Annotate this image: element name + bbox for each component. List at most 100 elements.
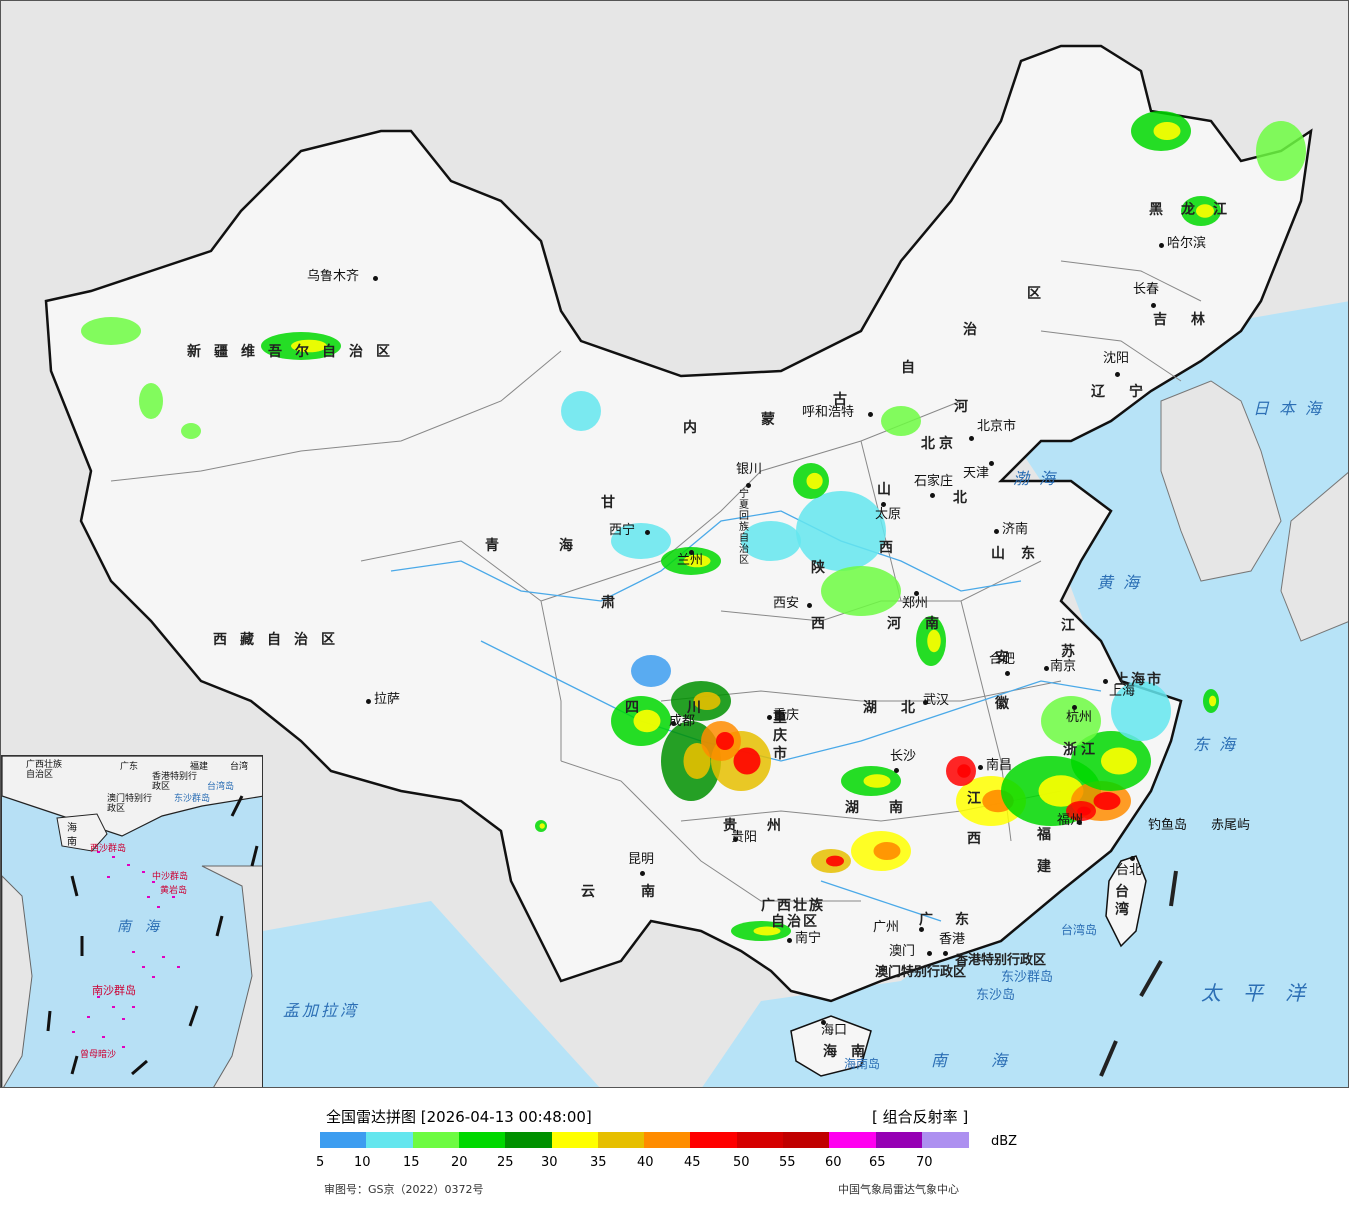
legend-tick: 35: [590, 1155, 607, 1170]
province-neimenggu-1: 内: [683, 420, 710, 436]
province-heilongjiang: 黑龙江: [1149, 202, 1245, 218]
radar-echo-core: [753, 926, 781, 936]
legend-swatch: [551, 1132, 599, 1148]
province-gansu: 甘肃: [601, 495, 615, 611]
sea-yellow: 黄海: [1097, 573, 1150, 592]
radar-echo-core: [291, 339, 327, 353]
province-hubei: 湖北: [863, 700, 939, 716]
china-map-svg: [44, 44, 1348, 1087]
island-taiwan: 台湾岛: [1061, 923, 1098, 937]
city-dot-icon: [1115, 372, 1120, 377]
city-dot-icon: [1151, 303, 1156, 308]
island-marker: [157, 906, 160, 908]
province-hunan: 湖南: [845, 800, 933, 816]
province-hk: 香港特别行政区: [955, 953, 1047, 968]
city-dot-icon: [373, 276, 378, 281]
legend-tick: 65: [869, 1155, 886, 1170]
city-label-shanghai: 上海: [1109, 684, 1136, 699]
city-label-guiyang: 贵阳: [731, 830, 758, 845]
taiwan-island-shape: [1105, 855, 1147, 948]
province-fujian: 福建: [1037, 827, 1051, 875]
legend-swatch: [412, 1132, 460, 1148]
city-dot-icon: [919, 927, 924, 932]
inset-label-nansha: 南沙群岛: [92, 984, 136, 997]
radar-echo-core: [693, 692, 721, 710]
island-marker: [97, 996, 100, 998]
radar-echo-core: [633, 709, 661, 733]
approval-number: 审图号：GS京（2022）0372号: [324, 1183, 484, 1196]
radar-echo: [631, 655, 671, 687]
island-marker: [72, 1031, 75, 1033]
province-jiangxi: 江西: [967, 791, 981, 847]
radar-echo-core: [873, 842, 901, 860]
city-label-beijing: 北京市: [977, 419, 1017, 434]
radar-echo-core: [683, 743, 711, 779]
maritime-boundary: [1099, 870, 1178, 1077]
legend-swatch: [829, 1132, 877, 1148]
city-dot-icon: [1005, 671, 1010, 676]
legend-swatch: [320, 1132, 367, 1148]
sea-bengal: 孟加拉湾: [283, 1001, 360, 1020]
city-dot-icon: [1077, 820, 1082, 825]
legend-tick: 5: [316, 1155, 325, 1170]
agency-name: 中国气象局雷达气象中心: [838, 1183, 959, 1196]
city-dot-icon: [894, 768, 899, 773]
legend-tick: 70: [916, 1155, 933, 1170]
city-label-hongkong: 香港: [939, 932, 966, 947]
island-marker: [122, 1046, 125, 1048]
city-dot-icon: [994, 529, 999, 534]
city-dot-icon: [645, 530, 650, 535]
province-henan: 河南: [887, 616, 963, 632]
island-marker: [132, 951, 135, 953]
island-marker: [177, 966, 180, 968]
province-beijing: 北京: [921, 436, 957, 452]
legend-tick: 30: [541, 1155, 558, 1170]
city-label-harbin: 哈尔滨: [1167, 236, 1207, 251]
city-dot-icon: [807, 603, 812, 608]
city-dot-icon: [914, 591, 919, 596]
province-macao: 澳门特别行政区: [875, 965, 967, 980]
legend-swatch: [597, 1132, 645, 1148]
radar-echo-layer: [81, 111, 1306, 941]
legend-panel: [0, 1088, 1349, 1208]
radar-echo: [1256, 121, 1306, 181]
city-label-haikou: 海口: [821, 1023, 848, 1038]
city-label-guangzhou: 广州: [873, 920, 900, 935]
province-shanxi-1: 山: [877, 482, 904, 498]
province-jiangsu: 江苏: [1061, 618, 1075, 660]
radar-echo-core: [1101, 747, 1137, 775]
legend-swatch: [875, 1132, 923, 1148]
radar-echo: [1111, 681, 1171, 741]
province-guangdong: 广东: [919, 912, 991, 928]
province-taiwan: 台湾: [1115, 884, 1129, 918]
inset-label-taiwan-island: 台湾岛: [207, 782, 235, 792]
sea-pacific: 太平洋: [1201, 981, 1327, 1005]
legend-product: [ 组合反射率 ]: [872, 1108, 969, 1126]
province-neimenggu-5: 治: [963, 322, 990, 338]
province-sichuan: 四川: [625, 700, 749, 716]
island-marker: [152, 976, 155, 978]
china-outline: [44, 44, 1313, 1003]
legend-swatch: [644, 1132, 691, 1148]
city-dot-icon: [1159, 243, 1164, 248]
city-label-hangzhou: 杭州: [1066, 710, 1093, 725]
japan-land: [1280, 472, 1348, 642]
province-neimenggu-6: 区: [1027, 286, 1054, 302]
city-label-changchun: 长春: [1133, 282, 1160, 297]
sea-bengal: [263, 901, 600, 1087]
city-dot-icon: [1072, 705, 1077, 710]
korea-land: [1160, 380, 1282, 582]
city-label-lanzhou: 兰州: [677, 553, 704, 568]
island-marker: [142, 871, 145, 873]
radar-echo: [561, 391, 601, 431]
radar-echo: [81, 317, 141, 345]
sea-bohai: 渤海: [1013, 469, 1066, 488]
radar-echo-core: [806, 472, 823, 490]
province-hebei-2: 北: [953, 490, 980, 506]
city-dot-icon: [689, 550, 694, 555]
legend-tick: 60: [825, 1155, 842, 1170]
legend-tick: 50: [733, 1155, 750, 1170]
island-marker: [152, 881, 155, 883]
island-marker: [132, 1006, 135, 1008]
province-shaanxi-2: 西: [811, 616, 838, 632]
